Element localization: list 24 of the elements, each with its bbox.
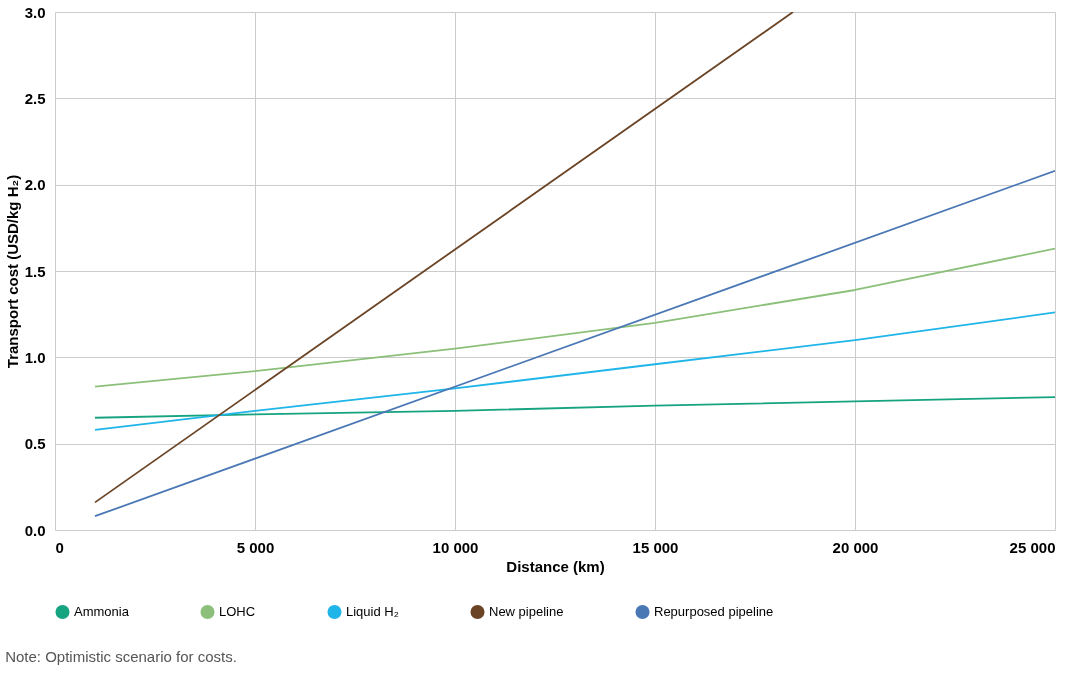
x-tick-label: 10 000 bbox=[432, 538, 479, 556]
legend-label: Ammonia bbox=[74, 603, 130, 619]
y-tick-label: 0.5 bbox=[24, 435, 46, 453]
x-tick-label: 0 bbox=[55, 538, 64, 556]
legend-label: Repurposed pipeline bbox=[654, 603, 774, 619]
y-tick-label: 2.0 bbox=[24, 176, 46, 194]
y-tick-label: 0.0 bbox=[24, 521, 46, 539]
line-series bbox=[94, 396, 1055, 419]
x-tick-label: 20 000 bbox=[832, 538, 879, 556]
y-tick-label: 1.0 bbox=[24, 348, 46, 366]
x-tick-label: 5 000 bbox=[236, 538, 275, 556]
y-tick-label: 3.0 bbox=[24, 3, 46, 21]
text: Note: Optimistic scenario for costs. bbox=[5, 648, 237, 665]
x-tick-label: 25 000 bbox=[1009, 538, 1056, 556]
legend-label: New pipeline bbox=[489, 603, 564, 619]
y-tick-label: 1.5 bbox=[24, 262, 46, 280]
line-series bbox=[94, 311, 1055, 431]
y-tick-label: 2.5 bbox=[24, 89, 46, 107]
line-series bbox=[94, 247, 1055, 388]
x-axis-title: Distance (km) bbox=[506, 557, 605, 575]
legend-label: Liquid H₂ bbox=[346, 603, 399, 619]
y-axis-title: Transport cost (USD/kg H₂) bbox=[3, 174, 21, 369]
legend-label: LOHC bbox=[219, 603, 256, 619]
x-tick-label: 15 000 bbox=[632, 538, 679, 556]
